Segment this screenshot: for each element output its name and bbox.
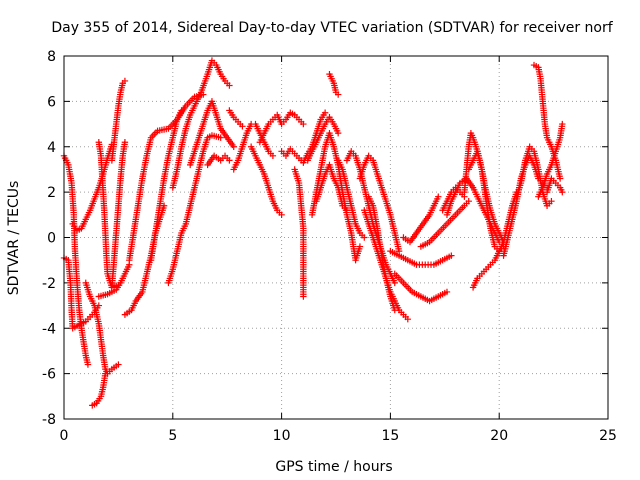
y-tick-label: 2 [47,185,56,201]
series-track-39 [465,148,507,255]
series-track-16 [204,152,233,169]
data-point-marker [226,82,233,89]
series-track-7 [95,261,133,300]
x-axis-label: GPS time / hours [275,459,392,475]
data-point-marker [356,243,364,250]
data-point-marker [84,361,92,368]
series-track-33 [391,270,451,305]
y-tick-label: 8 [47,49,56,65]
series-track-45 [543,175,566,196]
grid-layer [64,56,608,419]
x-tick-label: 25 [599,428,617,444]
series-track-23 [304,114,342,164]
data-points-layer [60,57,566,409]
series-track-29 [356,152,403,255]
data-point-marker [269,152,277,160]
series-track-18 [230,120,277,173]
series-track-3 [69,141,116,234]
series-track-27 [334,157,368,241]
data-point-marker [404,315,412,323]
data-point-marker [300,293,307,300]
series-track-19 [247,143,285,219]
data-point-marker [559,120,566,128]
series-track-25 [326,70,342,98]
series-track-20 [256,109,307,146]
series-track-44 [535,120,566,200]
series-track-34 [400,193,442,246]
data-point-marker [334,129,342,137]
series-track-17 [226,107,246,130]
data-point-marker [548,198,555,205]
x-tick-label: 20 [490,428,508,444]
chart-title: Day 355 of 2014, Sidereal Day-to-day VTE… [51,20,613,36]
plot-frame [63,55,609,420]
data-point-marker [121,77,129,85]
data-point-marker [334,91,342,98]
y-tick-label: -2 [42,276,56,292]
data-point-marker [121,139,129,146]
data-point-marker [448,252,455,259]
series-track-5 [95,139,122,291]
series-track-15 [187,98,237,169]
y-tick-label: -8 [42,412,56,428]
x-tick-label: 15 [381,428,399,444]
data-point-marker [178,107,185,114]
data-point-marker [217,134,224,141]
data-point-marker [230,143,237,150]
data-point-marker [443,288,451,296]
series-track-2 [60,254,103,332]
data-point-marker [465,198,472,205]
series-track-26 [313,161,351,214]
data-point-marker [278,211,285,219]
data-point-marker [226,157,233,164]
series-track-42 [513,143,555,209]
y-tick-label: 4 [47,140,56,156]
series-track-6 [89,370,109,409]
series-track-32 [387,247,455,268]
data-point-marker [559,188,566,196]
series-track-22 [291,166,307,300]
data-point-marker [435,193,442,200]
y-tick-label: -4 [42,321,56,337]
series-track-9 [108,77,129,164]
y-tick-label: 0 [47,231,56,247]
data-point-marker [556,175,564,182]
series-track-43 [530,61,564,182]
data-point-marker [115,361,122,368]
x-tick-label: 0 [60,428,69,444]
data-point-marker [239,123,246,130]
data-point-marker [391,279,398,287]
y-tick-label: -6 [42,367,56,383]
data-point-marker [391,306,398,314]
y-tick-label: 6 [47,94,56,110]
series-track-10 [126,91,207,264]
series-track-4 [82,279,122,377]
data-point-marker [321,109,329,116]
series-track-14 [169,57,233,191]
series-track-8 [108,139,129,291]
data-point-marker [300,120,307,128]
series-track-35 [417,198,472,250]
series-track-12 [147,107,185,264]
data-point-marker [102,370,109,377]
series-track-41 [500,152,551,259]
data-point-marker [343,207,351,214]
y-axis-label: SDTVAR / TECUs [6,181,22,296]
series-track-13 [165,132,224,287]
x-tick-label: 10 [273,428,291,444]
tick-layer: 0 5 10 15 20 25 -8 -6 -4 -2 0 2 4 6 8 [42,49,617,444]
series-track-31 [365,193,398,314]
data-point-marker [361,234,368,241]
x-tick-label: 5 [168,428,177,444]
